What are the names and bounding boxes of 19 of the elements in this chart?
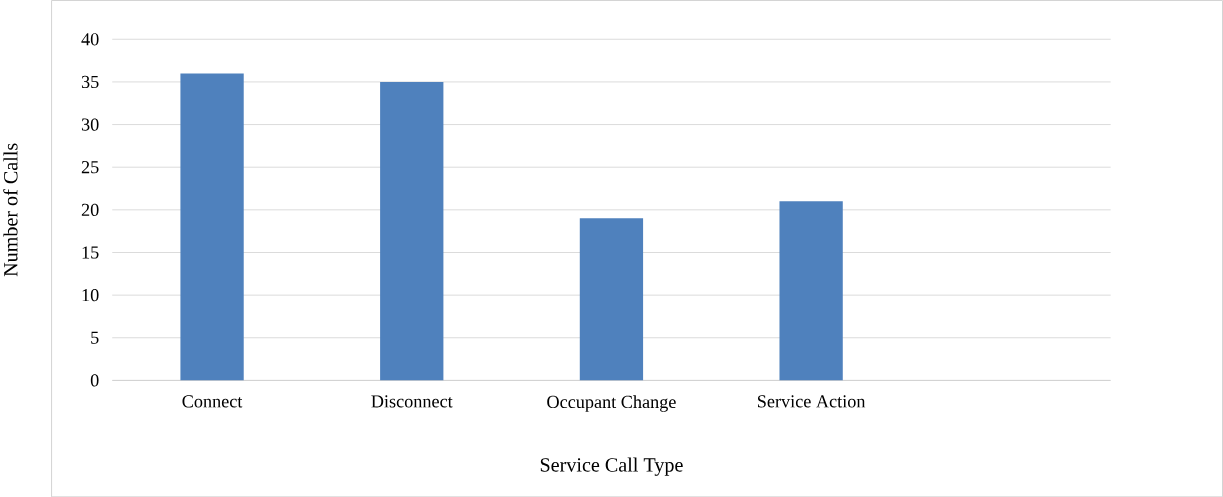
x-tick-label: Connect [182,395,243,408]
y-tick-label: 10 [82,288,99,302]
y-tick-label: 40 [81,32,99,46]
x-tick-label: Service Action [757,395,866,408]
y-tick-label: 35 [81,75,99,88]
y-tick-label: 5 [91,331,99,344]
y-tick-label: 30 [81,118,99,131]
bar [380,81,444,381]
x-tick-label: Occupant Change [547,395,676,412]
y-tick-label: 20 [81,203,99,216]
x-tick-label: Disconnect [371,395,453,408]
y-tick-label: 15 [82,246,99,259]
bar [180,73,244,381]
y-tick-label: 0 [90,374,99,387]
bar [579,218,644,381]
bar [779,201,843,381]
y-tick-label: 25 [81,160,99,174]
y-axis-title: Number of Calls [3,143,18,277]
x-axis-title: Service Call Type [540,457,683,476]
